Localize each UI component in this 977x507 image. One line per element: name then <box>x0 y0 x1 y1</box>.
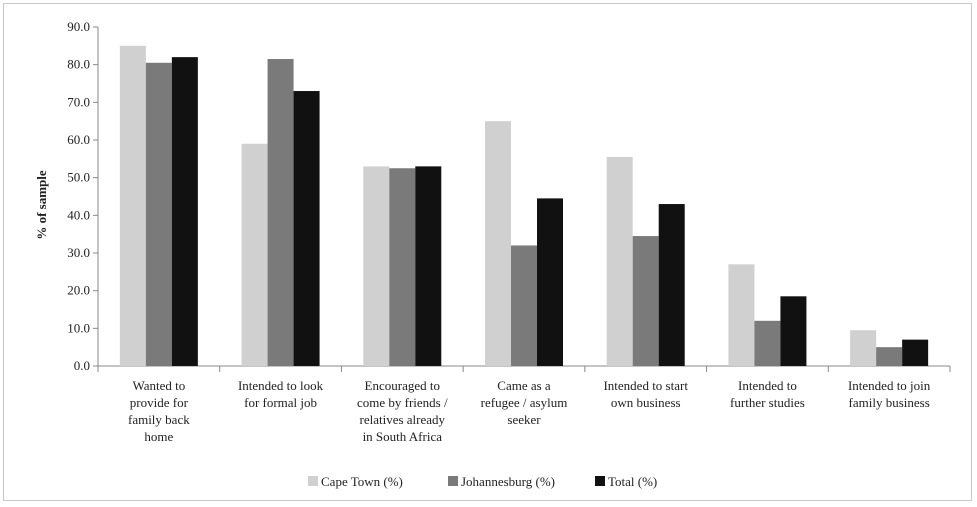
x-tick-label: further studies <box>730 395 805 410</box>
bar <box>171 57 198 367</box>
x-tick-label: family business <box>849 395 930 410</box>
x-tick-label: Intended to start <box>603 378 688 393</box>
bar <box>632 236 659 366</box>
x-tick-label: Wanted to <box>132 378 185 393</box>
x-tick-label: come by friends / <box>357 395 448 410</box>
x-tick-label: relatives already <box>360 412 446 427</box>
legend-swatch <box>595 476 605 486</box>
category-labels: Wanted to provide for family back home Inten… <box>128 378 931 444</box>
x-tick-label: provide for <box>130 395 189 410</box>
x-tick-label: seeker <box>507 412 541 427</box>
x-tick-label: own business <box>611 395 681 410</box>
bar <box>389 168 416 366</box>
bar <box>728 264 755 366</box>
bar <box>606 156 633 366</box>
legend-label: Cape Town (%) <box>321 474 403 489</box>
y-tick-label: 50.0 <box>67 170 90 185</box>
x-tick-label: Intended to <box>738 378 797 393</box>
x-tick-label: Intended to look <box>238 378 324 393</box>
bar <box>511 245 537 366</box>
bar <box>754 320 781 366</box>
y-tick-label: 40.0 <box>67 207 90 222</box>
bar <box>485 121 511 367</box>
x-tick-label: for formal job <box>244 395 317 410</box>
x-tick-label: Intended to join <box>848 378 931 393</box>
legend-label: Total (%) <box>608 474 657 489</box>
y-tick-label: 80.0 <box>67 57 90 72</box>
bar <box>537 198 563 366</box>
legend-label: Johannesburg (%) <box>461 474 555 489</box>
y-axis-label: % of sample <box>34 170 49 240</box>
y-tick-label: 20.0 <box>67 283 90 298</box>
legend-swatch <box>308 476 318 486</box>
y-tick-label: 0.0 <box>74 358 90 373</box>
bar <box>267 59 294 367</box>
bar <box>658 204 685 366</box>
x-tick-label: Came as a <box>497 378 551 393</box>
bar <box>119 45 146 366</box>
bar <box>876 347 903 366</box>
x-tick-label: Encouraged to <box>365 378 440 393</box>
bar <box>850 330 877 366</box>
bar <box>241 143 268 366</box>
y-tick-label: 90.0 <box>67 19 90 34</box>
legend-swatch <box>448 476 458 486</box>
bar <box>145 62 172 367</box>
bar <box>363 166 390 366</box>
y-tick-label: 30.0 <box>67 245 90 260</box>
bar <box>902 339 929 366</box>
y-tick-label: 60.0 <box>67 132 90 147</box>
bar <box>293 91 320 367</box>
axes: 0.0 10.0 20.0 30.0 40.0 50.0 60.0 70.0 80.0 90.0 <box>67 19 951 373</box>
bar <box>780 296 807 366</box>
bars <box>119 45 929 367</box>
x-tick-label: family back <box>128 412 190 427</box>
x-tick-label: home <box>144 429 173 444</box>
legend: Cape Town (%) Johannesburg (%) Total (%) <box>308 474 657 489</box>
y-tick-label: 70.0 <box>67 94 90 109</box>
x-tick-label: in South Africa <box>363 429 443 444</box>
x-tick-label: refugee / asylum <box>481 395 568 410</box>
y-tick-label: 10.0 <box>67 320 90 335</box>
bar <box>415 166 442 366</box>
